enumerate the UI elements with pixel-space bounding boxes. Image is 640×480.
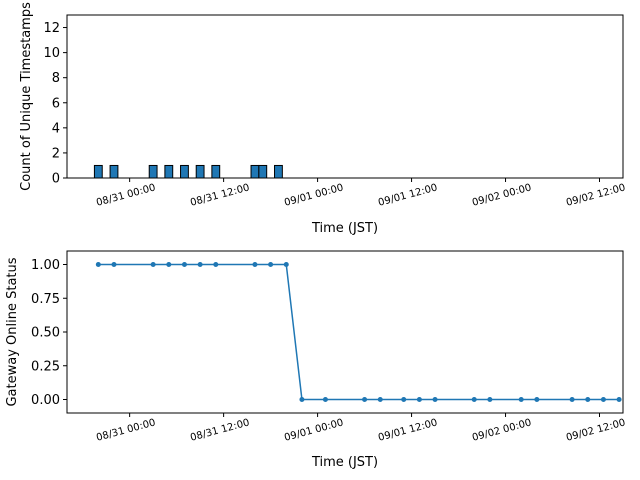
data-point: [95, 262, 101, 267]
data-point: [213, 262, 219, 267]
bottom-y-axis-label: Gateway Online Status: [5, 257, 20, 406]
bar: [148, 164, 158, 179]
online-status-points: [95, 262, 622, 402]
data-point: [585, 397, 591, 402]
bar: [93, 164, 103, 179]
bottom-axes-frame: [66, 250, 624, 414]
x-tick-label: 08/31 12:00: [189, 182, 251, 208]
x-tick-label: 09/02 12:00: [565, 182, 627, 208]
y-tick-label: 0.00: [31, 393, 60, 408]
bar: [180, 164, 189, 179]
top-x-ticks: 08/31 00:00 08/31 12:00 09/01 00:00 09/01 1…: [95, 178, 627, 209]
data-point: [487, 397, 493, 402]
bar: [211, 164, 221, 179]
data-point: [299, 397, 305, 402]
y-tick-label: 4: [52, 121, 60, 136]
x-tick-label: 09/02 12:00: [565, 417, 627, 443]
online-status-line: [98, 263, 620, 401]
x-tick-label: 08/31 00:00: [95, 182, 157, 208]
data-point: [569, 397, 575, 402]
bottom-x-ticks: 08/31 00:00 08/31 12:00 09/01 00:00 09/01 1…: [95, 413, 627, 444]
x-tick-label: 09/02 00:00: [471, 417, 533, 443]
top-x-axis-label: Time (JST): [311, 221, 378, 236]
bar: [258, 164, 268, 179]
data-point: [197, 262, 203, 267]
top-axes-frame: [66, 14, 624, 179]
y-tick-label: 6: [52, 96, 60, 111]
bar: [250, 164, 260, 179]
bottom-y-ticks: 0.00 0.25 0.50 0.75 1.00: [31, 258, 67, 408]
y-tick-label: 8: [52, 71, 60, 86]
x-tick-label: 08/31 12:00: [189, 417, 251, 443]
data-point: [283, 262, 289, 267]
data-point: [252, 262, 258, 267]
y-tick-label: 2: [52, 146, 60, 161]
data-point: [416, 397, 422, 402]
top-bars: [93, 164, 608, 179]
data-point: [518, 397, 524, 402]
y-tick-label: 0: [52, 172, 60, 187]
bottom-x-axis-label: Time (JST): [311, 455, 378, 470]
data-point: [401, 397, 407, 402]
y-tick-label: 0.25: [31, 359, 60, 374]
data-point: [268, 262, 274, 267]
data-point: [362, 397, 368, 402]
y-tick-label: 12: [43, 21, 60, 36]
bar: [164, 164, 174, 179]
data-point: [600, 397, 606, 402]
data-point: [616, 397, 622, 402]
x-tick-label: 09/01 00:00: [283, 417, 345, 443]
x-tick-label: 08/31 00:00: [95, 417, 157, 443]
x-tick-label: 09/01 12:00: [377, 182, 439, 208]
data-point: [181, 262, 187, 267]
data-point: [377, 397, 383, 402]
top-subplot: 0 2 4 6 8 10 12 08/31 00:00 08/31 12:00 09/01 00…: [19, 2, 627, 236]
data-point: [150, 262, 156, 267]
x-tick-label: 09/01 00:00: [283, 182, 345, 208]
top-y-ticks: 0 2 4 6 8 10 12: [43, 21, 67, 187]
data-point: [322, 397, 328, 402]
data-point: [166, 262, 172, 267]
y-tick-label: 0.50: [31, 326, 60, 341]
data-point: [111, 262, 117, 267]
top-y-axis-label: Count of Unique Timestamps: [19, 2, 34, 191]
data-point: [534, 397, 540, 402]
y-tick-label: 10: [43, 46, 60, 61]
data-point: [432, 397, 438, 402]
y-tick-label: 0.75: [31, 292, 60, 307]
bottom-subplot: 0.00 0.25 0.50 0.75 1.00 08/31 00:00 08/31 12…: [5, 250, 627, 470]
bar: [195, 164, 205, 179]
bar: [274, 164, 283, 179]
data-point: [471, 397, 477, 402]
bar: [109, 164, 119, 179]
x-tick-label: 09/01 12:00: [377, 417, 439, 443]
y-tick-label: 1.00: [31, 258, 60, 273]
x-tick-label: 09/02 00:00: [471, 182, 533, 208]
